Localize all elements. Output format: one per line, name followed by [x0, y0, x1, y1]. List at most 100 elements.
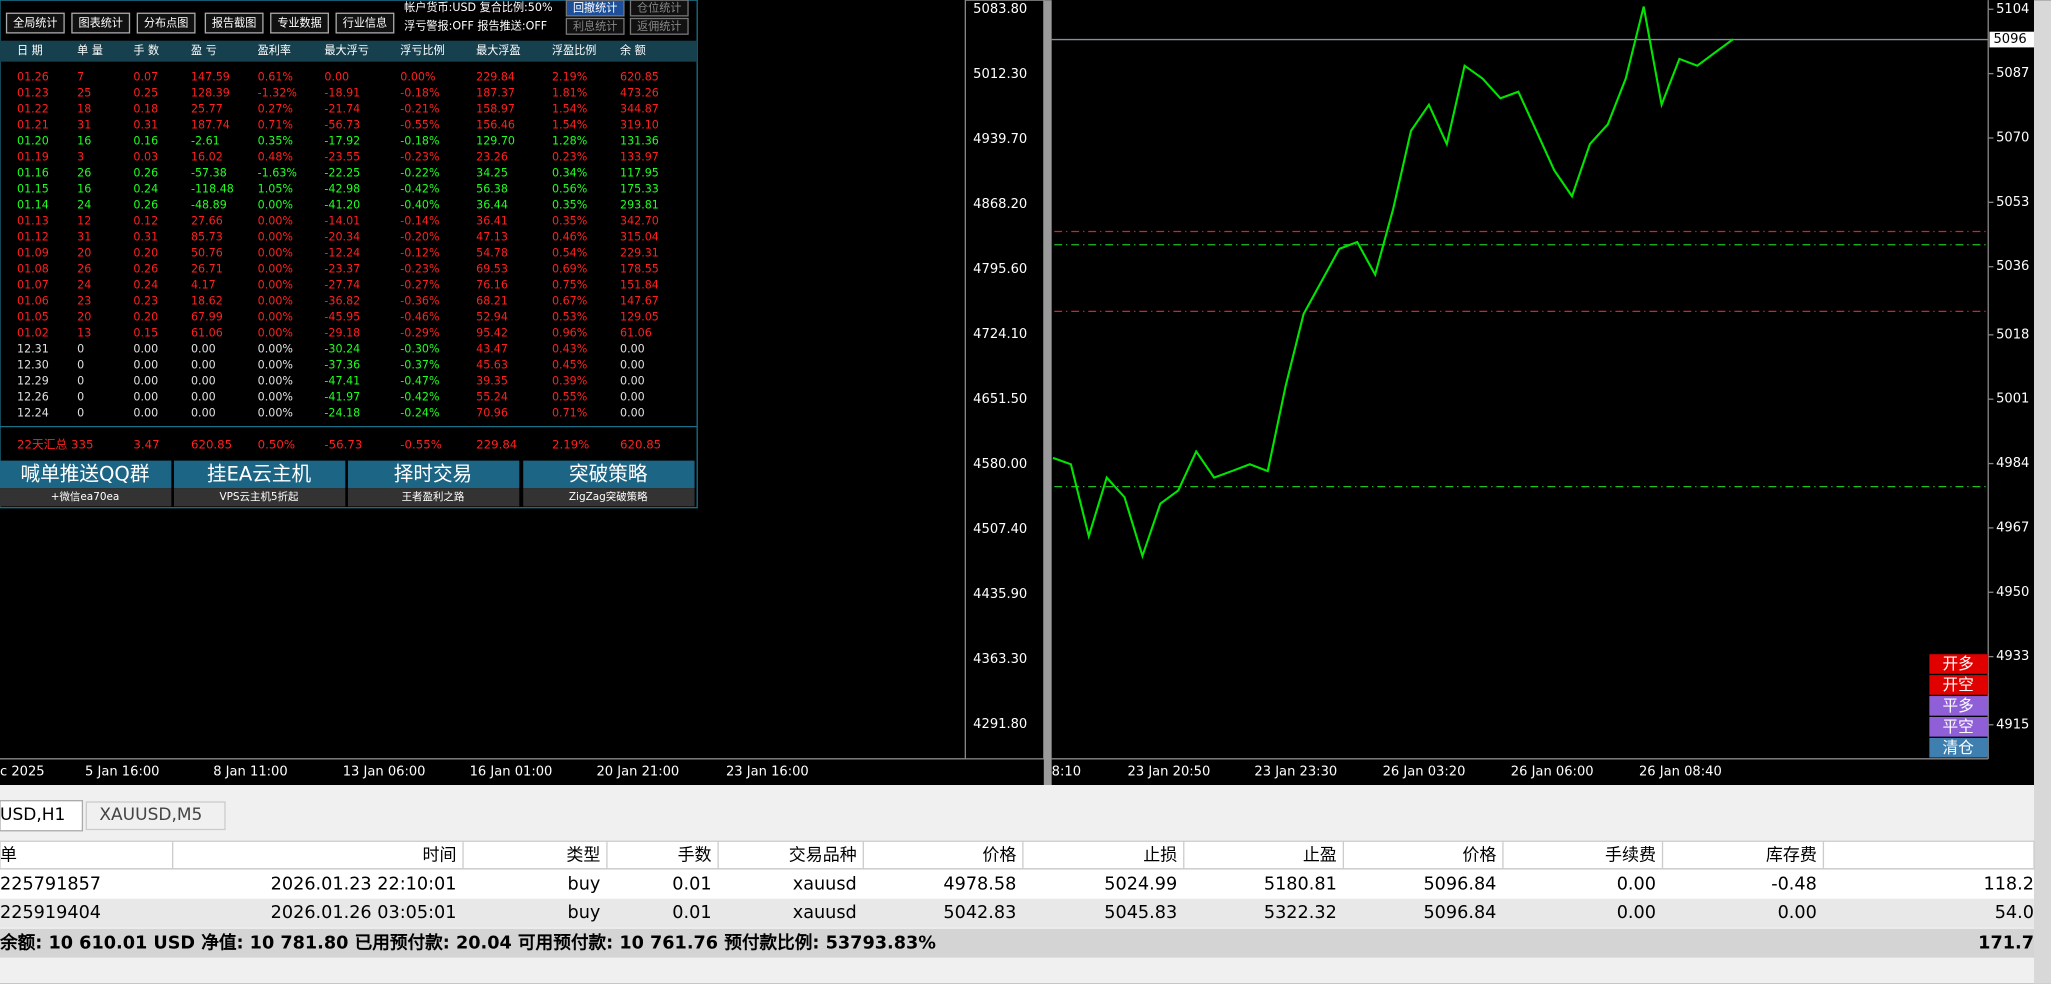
stats-cell: -57.38 [191, 166, 227, 179]
trade-button[interactable] [1929, 675, 1989, 695]
stats-cell: 0.00% [258, 278, 293, 291]
side-button[interactable] [629, 0, 689, 17]
stats-cell: 473.26 [620, 86, 659, 99]
stats-cell: 0.35% [258, 134, 293, 147]
scrollbar[interactable] [2033, 0, 2051, 984]
stats-cell: 4.17 [191, 278, 216, 291]
stats-cell: 133.97 [620, 150, 659, 163]
promo-title: 挂EA云主机 [207, 462, 312, 485]
stats-cell: 0.71% [552, 407, 587, 420]
left-time-label: c 2025 [0, 764, 45, 779]
stats-cell: 187.37 [476, 86, 515, 99]
stats-cell: 0 [77, 359, 84, 372]
promo-button[interactable] [347, 460, 520, 489]
stats-cell: 31 [77, 230, 91, 243]
stats-button[interactable] [136, 12, 196, 34]
trade-button[interactable] [1929, 737, 1989, 758]
promo-button[interactable] [173, 460, 346, 489]
stats-cell: 0.00 [191, 343, 216, 356]
stats-column-header: 盈利率 [258, 43, 291, 57]
side-button-label: 利息统计 [573, 19, 617, 33]
left-price-label: 4939.70 [973, 132, 1027, 147]
stats-cell: 20 [77, 246, 91, 259]
stats-cell: 0.26 [133, 262, 158, 275]
stats-cell: 229.84 [476, 70, 515, 83]
info-line: 帐户货币:USD 复合比例:50% [404, 0, 552, 14]
tab-active[interactable] [0, 800, 84, 832]
y-tick-label: 5087 [1996, 66, 2029, 81]
promo-button[interactable] [0, 460, 172, 489]
stats-cell: 12.30 [17, 359, 49, 372]
stats-cell: 0.20 [133, 246, 158, 259]
stats-cell: 01.26 [17, 70, 49, 83]
stats-cell: -0.18% [400, 86, 439, 99]
stats-cell: 47.13 [476, 230, 508, 243]
stats-cell: 3 [77, 150, 84, 163]
left-price-label: 4868.20 [973, 197, 1027, 212]
stats-cell: 0.00 [191, 391, 216, 404]
side-button[interactable] [565, 0, 625, 17]
side-button[interactable] [629, 17, 689, 35]
stats-cell: 0.15 [133, 327, 158, 340]
stats-cell: -2.61 [191, 134, 220, 147]
stats-column-header: 最大浮盈 [476, 43, 520, 57]
side-button-label: 返佣统计 [637, 20, 681, 33]
stats-cell: 85.73 [191, 230, 223, 243]
stats-button[interactable] [335, 12, 395, 34]
left-price-label: 4363.30 [973, 652, 1027, 667]
stats-cell: 178.55 [620, 262, 659, 275]
stats-cell: 293.81 [620, 198, 659, 211]
stats-button[interactable] [71, 12, 131, 34]
trade-button[interactable] [1929, 696, 1989, 716]
stats-cell: 0.18 [133, 102, 158, 115]
stats-cell: 0.00% [258, 311, 293, 324]
stats-cell: 34.25 [476, 166, 508, 179]
info-line: 浮亏警报:OFF 报告推送:OFF [404, 18, 547, 32]
stats-button[interactable] [5, 12, 65, 34]
stats-button[interactable] [270, 12, 329, 34]
stats-cell: 0.00% [258, 407, 293, 420]
stats-cell: 0.00% [258, 359, 293, 372]
terminal-column-header: 交易品种 [789, 846, 857, 866]
terminal-cell: 118.2 [1983, 874, 2034, 894]
stats-cell: 0.31 [133, 118, 158, 131]
stats-cell: 0.00% [258, 230, 293, 243]
left-time-label: 5 Jan 16:00 [85, 764, 159, 779]
stats-cell: -118.48 [191, 182, 234, 195]
stats-cell: 18 [77, 102, 91, 115]
tab-label: USD,H1 [0, 805, 65, 825]
stats-cell: 1.05% [258, 182, 293, 195]
stats-cell: -27.74 [324, 278, 360, 291]
trade-button[interactable] [1929, 654, 1989, 674]
stats-cell: 0.25 [133, 86, 158, 99]
stats-button[interactable] [204, 12, 264, 34]
stats-cell: 0 [77, 375, 84, 388]
stats-cell: 0.00 [620, 359, 645, 372]
left-price-label: 4724.10 [973, 327, 1027, 342]
stats-cell: -0.29% [400, 327, 439, 340]
stats-cell: 129.70 [476, 134, 515, 147]
stats-cell: 129.05 [620, 311, 659, 324]
trade-button[interactable] [1929, 716, 1989, 737]
stats-cell: 0 [77, 407, 84, 420]
stats-cell: -36.82 [324, 294, 360, 307]
stats-cell: -0.40% [400, 198, 439, 211]
stats-cell: -0.47% [400, 375, 439, 388]
stats-cell: -0.37% [400, 359, 439, 372]
left-price-label: 4291.80 [973, 717, 1027, 732]
stats-cell: -0.36% [400, 294, 439, 307]
promo-subtitle: ZigZag突破策略 [569, 490, 648, 503]
stats-cell: -0.42% [400, 391, 439, 404]
stats-cell: -29.18 [324, 327, 360, 340]
tab[interactable] [85, 801, 226, 831]
left-time-label: 13 Jan 06:00 [343, 764, 426, 779]
stats-cell: 151.84 [620, 278, 659, 291]
stats-cell: 01.15 [17, 182, 49, 195]
stats-cell: 16 [77, 134, 91, 147]
stats-summary-cell: 22天汇总 335 [17, 437, 93, 451]
stats-cell: 0.00% [258, 262, 293, 275]
promo-button[interactable] [523, 460, 695, 489]
side-button[interactable] [565, 17, 625, 35]
terminal-cell: 0.01 [672, 903, 711, 923]
stats-cell: -0.20% [400, 230, 439, 243]
